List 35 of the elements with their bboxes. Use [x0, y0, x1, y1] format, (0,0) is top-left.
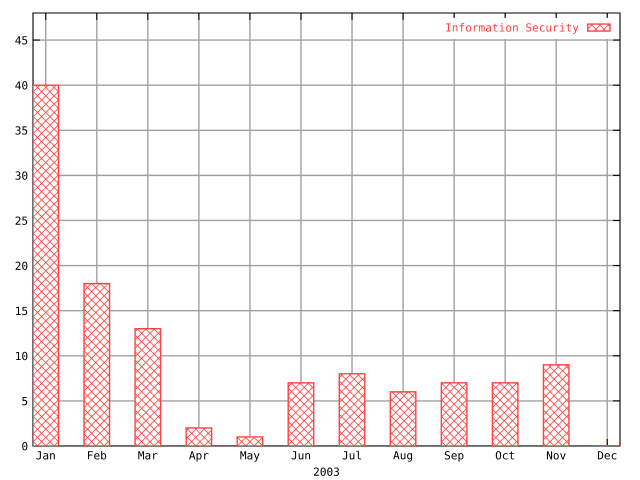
- y-tick-label: 30: [16, 171, 28, 180]
- x-tick-label: Nov: [546, 451, 566, 460]
- bar: [288, 382, 314, 446]
- y-tick-label: 5: [22, 397, 28, 406]
- bar: [33, 84, 60, 446]
- bar: [236, 436, 264, 446]
- y-tick-label: 10: [16, 352, 28, 360]
- x-axis-title: 2003: [314, 467, 340, 476]
- bar: [338, 373, 366, 446]
- x-tick-label: Jan: [36, 451, 55, 460]
- bar: [134, 328, 162, 446]
- x-tick-label: Aug: [393, 451, 412, 462]
- y-tick-label: 25: [16, 216, 28, 225]
- x-tick-label: Sep: [444, 451, 464, 462]
- x-tick-label: Mar: [138, 451, 158, 460]
- bar: [185, 427, 212, 446]
- y-tick-label: 35: [16, 126, 28, 135]
- x-tick-label: Jul: [342, 450, 361, 460]
- y-tick-label: 40: [15, 81, 28, 90]
- bar: [542, 364, 570, 446]
- x-tick-label: Apr: [189, 451, 208, 462]
- x-tick-label: May: [240, 451, 260, 462]
- x-tick-label: Jun: [292, 451, 310, 460]
- y-tick-label: 15: [16, 306, 28, 316]
- x-tick-label: Oct: [496, 451, 514, 460]
- x-tick-label: Dec: [598, 451, 616, 460]
- bar: [440, 382, 468, 446]
- legend-label: Information Security: [446, 23, 578, 34]
- y-tick-label: 20: [16, 262, 28, 270]
- x-tick-label: Feb: [88, 450, 106, 460]
- y-tick-label: 0: [22, 442, 28, 450]
- bar: [83, 282, 110, 446]
- bar: [390, 391, 417, 446]
- y-tick-label: 45: [15, 36, 28, 44]
- bar: [492, 382, 519, 446]
